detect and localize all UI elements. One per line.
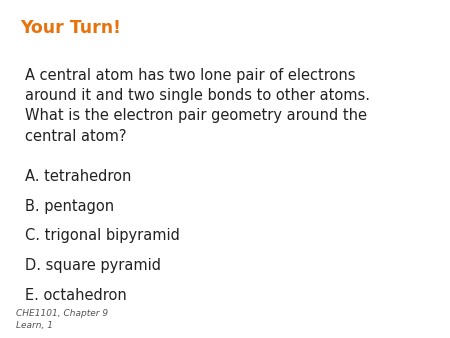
Text: E. octahedron: E. octahedron (25, 288, 126, 303)
Text: B. pentagon: B. pentagon (25, 199, 114, 214)
Text: Your Turn!: Your Turn! (20, 19, 121, 37)
Text: A central atom has two lone pair of electrons
around it and two single bonds to : A central atom has two lone pair of elec… (25, 68, 370, 144)
Text: C. trigonal bipyramid: C. trigonal bipyramid (25, 228, 180, 243)
Text: A. tetrahedron: A. tetrahedron (25, 169, 131, 184)
Text: D. square pyramid: D. square pyramid (25, 258, 161, 273)
Text: CHE1101, Chapter 9
Learn, 1: CHE1101, Chapter 9 Learn, 1 (16, 309, 108, 330)
